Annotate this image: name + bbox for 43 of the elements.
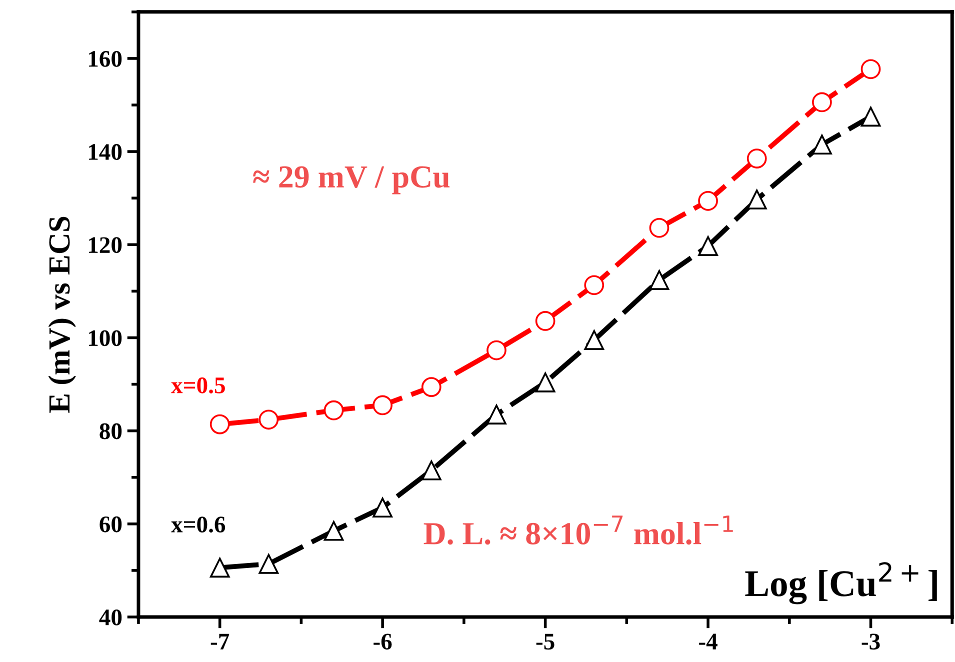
point — [258, 554, 279, 574]
point — [372, 498, 393, 518]
point — [812, 134, 832, 154]
point — [486, 340, 506, 360]
point — [486, 404, 506, 424]
point — [210, 558, 230, 578]
point — [535, 311, 556, 331]
point — [372, 395, 393, 416]
point — [860, 106, 881, 127]
point — [584, 330, 604, 350]
y-tick-label: 140 — [88, 144, 122, 160]
y-tick-label: 160 — [88, 50, 122, 67]
point — [421, 460, 442, 480]
point — [535, 372, 556, 392]
point — [210, 414, 230, 434]
point — [324, 520, 344, 541]
x-tick-label: -7 — [210, 634, 230, 650]
annotation: ≈ 29 mV / pCu — [253, 166, 450, 194]
x-tick-label: -4 — [699, 634, 718, 650]
point — [649, 218, 670, 238]
y-tick-label: 100 — [88, 330, 122, 346]
point — [584, 275, 604, 296]
series-label: x=0.5 — [171, 377, 225, 394]
point — [698, 190, 718, 211]
y-axis-title: E (mV) vs ECS — [48, 216, 76, 413]
x-tick-label: -5 — [536, 634, 554, 650]
y-tick-label: 120 — [88, 237, 122, 254]
y-tick-label: 60 — [100, 516, 122, 532]
y-tick-label: 40 — [99, 609, 122, 626]
point — [649, 270, 670, 290]
point — [860, 59, 881, 80]
series-label: x=0.6 — [171, 516, 226, 533]
point — [746, 148, 767, 168]
x-tick-label: -6 — [374, 634, 392, 650]
y-tick-label: 80 — [100, 423, 122, 440]
x-tick-label: -3 — [862, 634, 880, 650]
point — [258, 410, 279, 430]
point — [421, 377, 442, 397]
point — [812, 92, 832, 112]
point — [324, 400, 344, 420]
x-axis-title: Log [Cu$^{2+}$] — [745, 562, 937, 604]
annotation: D. L. ≈ 8×10$^{−7}$ mol.l$^{−1}$ — [424, 516, 733, 545]
point — [698, 236, 718, 256]
